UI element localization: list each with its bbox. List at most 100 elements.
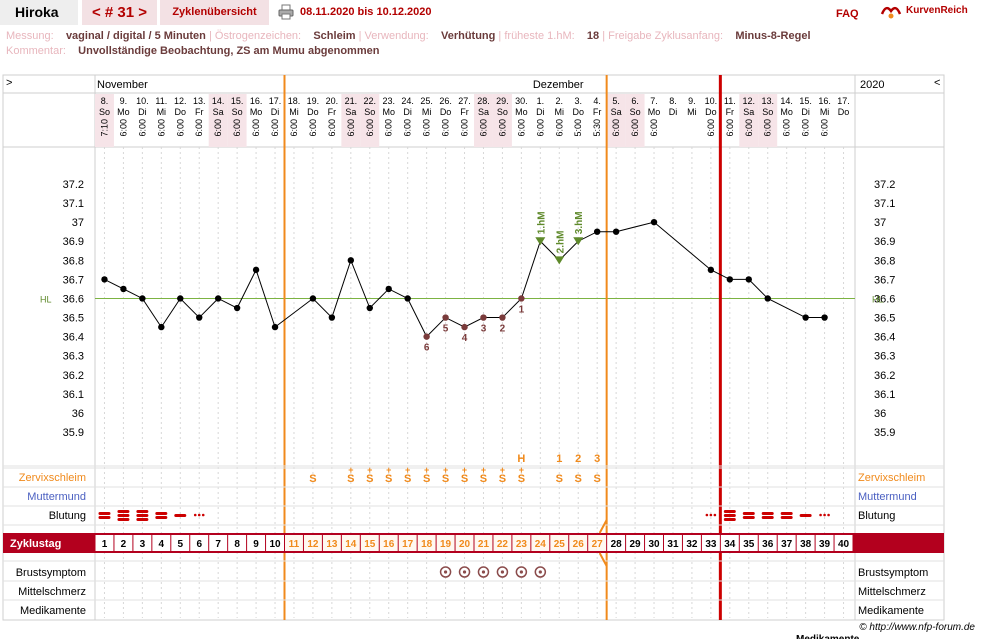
cycle-day-cell [758,535,777,551]
cycle-day-cell [796,535,815,551]
weekday-label: Fr [195,107,204,117]
spotting-mark [819,513,822,517]
time-label: 6:00 [649,119,659,137]
tab-cycle-overview[interactable]: Zyklenübersicht [160,0,269,25]
temperature-point [802,314,809,321]
mucus-plus: + [443,465,448,475]
cycle-day-number: 11 [289,539,300,550]
faq-link[interactable]: FAQ [836,8,859,20]
weekday-label: So [630,107,641,117]
time-label: 6:00 [251,119,261,137]
weekday-label: Di [801,107,810,117]
cycle-day-cell [531,535,550,551]
weekday-label: Di [403,107,412,117]
y-tick-label-right: 37 [874,217,886,229]
weekday-label: Do [440,107,452,117]
mucus-mark: S [423,473,430,485]
weekday-label: So [762,107,773,117]
date-label: 24. [401,96,414,106]
meta-line-2: Kommentar: Unvollständige Beobachtung, Z… [6,45,379,57]
temperature-point [518,295,525,302]
time-label: 6:00 [422,119,432,137]
blutung-row-label-right: Blutung [858,510,895,522]
date-label: 2. [556,96,564,106]
date-label: 13. [193,96,206,106]
top-bar: Hiroka < # 31 > Zyklenübersicht 08.11.20… [0,0,981,26]
weekend-shade [474,94,493,147]
copyright-text: © http://www.nfp-forum.de [859,622,975,633]
temperature-point [404,295,411,302]
weekday-label: Do [838,107,850,117]
bleeding-mark [136,510,149,513]
weekday-label: Fr [460,107,469,117]
weekday-label: So [232,107,243,117]
cycle-day-cell [701,535,720,551]
high-temp-label: 1.hM [536,211,547,234]
cycle-day-number: 22 [497,539,509,550]
bleeding-mark [155,512,168,515]
time-label: 6:00 [554,119,564,137]
date-label: 4. [593,96,601,106]
date-label: 19. [307,96,320,106]
bleeding-mark [742,512,755,515]
high-temp-marker [573,237,584,246]
date-label: 11. [155,96,167,106]
y-tick-label-right: 36.3 [874,351,895,363]
cycle-day-number: 33 [705,539,717,550]
spotting-mark [709,513,713,517]
printer-icon[interactable] [278,4,294,20]
cycle-navigator[interactable]: < # 31 > [82,0,157,25]
cycle-day-cell [626,535,645,551]
kommentar-label: Kommentar: [6,45,66,57]
y-tick-label-right: 36.8 [874,255,895,267]
date-label: 10. [136,96,149,106]
mucus-mark: S [594,473,601,485]
time-label: 6:00 [365,119,375,137]
cycle-day-number: 35 [743,539,755,550]
cycle-day-cell [190,535,209,551]
time-label: 6:00 [270,119,280,137]
y-tick-label-right: 36.7 [874,274,895,286]
y-tick-label-right: 36.4 [874,332,895,344]
bleeding-mark [780,516,793,519]
high-temp-label: 2.hM [555,231,566,254]
cycle-day-number: 25 [554,539,566,550]
verwendung-value: Verhütung [440,30,496,42]
cycle-day-cell [455,535,474,551]
weekend-shade [625,94,645,147]
date-label: 15. [799,96,812,106]
brust-row-label: Brustsymptom [16,567,86,579]
cycle-day-cell [815,535,834,551]
time-label: 6:00 [232,119,242,137]
bleeding-mark [742,516,755,519]
time-label: 6:00 [403,119,413,137]
time-label: 6:00 [478,119,488,137]
oestrogen-value: Schleim [313,30,356,42]
cycle-day-number: 21 [478,539,490,550]
mucus-mark: S [499,473,506,485]
freigabe-value: Minus-8-Regel [735,30,811,42]
weekday-label: Di [536,107,545,117]
mucus-mark: S [442,473,449,485]
cycle-day-cell [360,535,379,551]
cycle-day-cell [341,535,360,551]
weekday-label: Mi [289,107,299,117]
y-tick-label-left: 36.4 [63,332,84,344]
cycle-day-cell [209,535,228,551]
time-label: 6:00 [630,119,640,137]
weekday-label: Fr [593,107,602,117]
time-label: 6:00 [706,119,716,137]
time-label: 6:00 [308,119,318,137]
spotting-mark [713,513,717,517]
y-tick-label-right: 36 [874,408,886,420]
fruehe-value: 18 [586,30,600,42]
cycle-day-number: 16 [383,539,395,550]
mucus-mark: S [366,473,373,485]
y-tick-label-right: 36.1 [874,389,895,401]
high-temp-marker [554,256,565,265]
weekday-label: Mo [250,107,263,117]
high-temp-marker [535,237,546,246]
weekend-shade [341,94,361,147]
weekday-label: So [99,107,110,117]
mucus-mark: S [480,473,487,485]
